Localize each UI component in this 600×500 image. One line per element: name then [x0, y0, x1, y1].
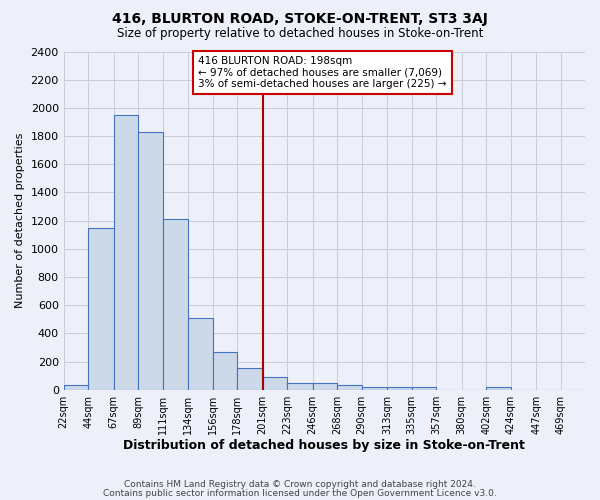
Bar [337, 385, 362, 390]
Bar [412, 387, 436, 390]
X-axis label: Distribution of detached houses by size in Stoke-on-Trent: Distribution of detached houses by size … [124, 440, 525, 452]
Bar [113, 115, 138, 390]
Text: 416 BLURTON ROAD: 198sqm
← 97% of detached houses are smaller (7,069)
3% of semi: 416 BLURTON ROAD: 198sqm ← 97% of detach… [198, 56, 446, 89]
Bar [163, 219, 188, 390]
Text: Contains public sector information licensed under the Open Government Licence v3: Contains public sector information licen… [103, 488, 497, 498]
Bar [486, 387, 511, 390]
Bar [212, 352, 237, 390]
Bar [387, 387, 412, 390]
Bar [287, 382, 313, 390]
Y-axis label: Number of detached properties: Number of detached properties [15, 133, 25, 308]
Bar [313, 384, 337, 390]
Bar [188, 318, 212, 390]
Text: Size of property relative to detached houses in Stoke-on-Trent: Size of property relative to detached ho… [117, 28, 483, 40]
Bar [88, 228, 113, 390]
Bar [138, 132, 163, 390]
Bar [64, 385, 88, 390]
Text: 416, BLURTON ROAD, STOKE-ON-TRENT, ST3 3AJ: 416, BLURTON ROAD, STOKE-ON-TRENT, ST3 3… [112, 12, 488, 26]
Bar [237, 368, 263, 390]
Bar [263, 377, 287, 390]
Text: Contains HM Land Registry data © Crown copyright and database right 2024.: Contains HM Land Registry data © Crown c… [124, 480, 476, 489]
Bar [362, 387, 387, 390]
